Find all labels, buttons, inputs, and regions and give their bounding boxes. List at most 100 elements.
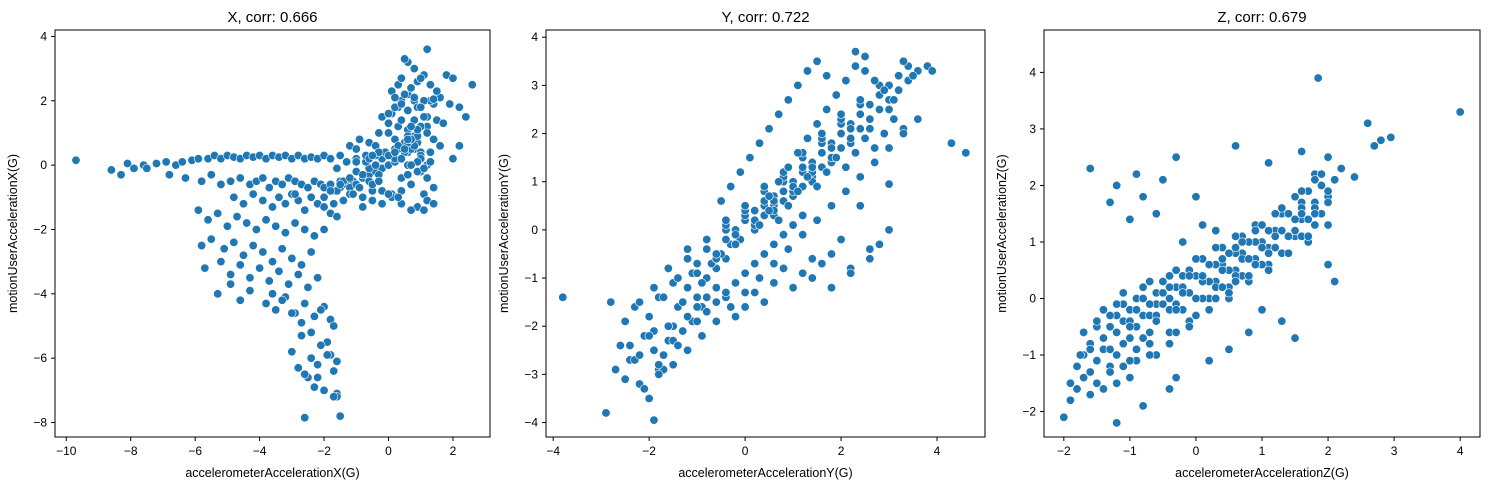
subplot-1: −10 −8 −6 −4 −2 0 2 −8 −6 −4 −2 0 2 4 X, corr: 0.666 ac… — [6, 9, 491, 480]
data-point — [261, 215, 271, 225]
data-point — [1303, 231, 1313, 241]
data-point — [1118, 288, 1128, 298]
data-point — [1085, 390, 1095, 400]
data-point — [335, 179, 345, 189]
data-point — [802, 133, 812, 143]
data-point — [759, 249, 769, 259]
data-point — [406, 160, 416, 170]
data-point — [764, 191, 774, 201]
y-tick-label: 0 — [1029, 292, 1036, 306]
data-point — [1178, 237, 1188, 247]
data-point — [1231, 243, 1241, 253]
data-point — [245, 286, 255, 296]
data-point — [358, 170, 368, 180]
data-point — [226, 176, 236, 186]
data-point — [1184, 322, 1194, 332]
y-tick-label: −2 — [1022, 405, 1036, 419]
data-point — [692, 259, 702, 269]
data-point — [296, 318, 306, 328]
data-point — [284, 279, 294, 289]
data-point — [293, 270, 303, 280]
y-tick-label: 3 — [1029, 122, 1036, 136]
data-point — [1231, 141, 1241, 151]
data-point — [306, 192, 316, 202]
data-point — [1191, 254, 1201, 264]
data-point — [1191, 294, 1201, 304]
data-point — [1138, 401, 1148, 411]
data-point — [1151, 209, 1161, 219]
data-point — [1191, 192, 1201, 202]
data-point — [319, 202, 329, 212]
data-point — [1145, 327, 1155, 337]
data-point — [396, 154, 406, 164]
data-point — [1244, 254, 1254, 264]
data-point — [870, 157, 880, 167]
data-point — [1290, 192, 1300, 202]
data-point — [1158, 299, 1168, 309]
data-point — [678, 297, 688, 307]
data-point — [422, 128, 432, 138]
data-point — [1283, 231, 1293, 241]
data-point — [683, 345, 693, 355]
data-point — [1112, 350, 1122, 360]
data-point — [711, 249, 721, 259]
data-point — [232, 212, 242, 222]
x-tick-label: −1 — [1123, 444, 1137, 458]
data-point — [946, 138, 956, 148]
data-point — [615, 340, 625, 350]
data-point — [1171, 373, 1181, 383]
data-point — [1264, 158, 1274, 168]
data-point — [342, 157, 352, 167]
data-point — [251, 224, 261, 234]
data-point — [1217, 265, 1227, 275]
data-point — [1092, 316, 1102, 326]
data-point — [702, 292, 712, 302]
data-point — [659, 350, 669, 360]
data-point — [798, 268, 808, 278]
data-point — [635, 297, 645, 307]
data-point — [1323, 220, 1333, 230]
data-point — [1277, 316, 1287, 326]
data-point — [1303, 214, 1313, 224]
data-point — [783, 95, 793, 105]
data-point — [807, 254, 817, 264]
data-point — [239, 199, 249, 209]
data-point — [850, 47, 860, 57]
data-point — [846, 268, 856, 278]
data-point — [692, 316, 702, 326]
data-point — [1138, 294, 1148, 304]
data-point — [1323, 152, 1333, 162]
data-point — [1257, 305, 1267, 315]
data-point — [300, 298, 310, 308]
data-point — [831, 90, 841, 100]
y-tick-label: 0 — [531, 223, 538, 237]
data-point — [846, 124, 856, 134]
data-point — [807, 273, 817, 283]
data-point — [826, 143, 836, 153]
data-point — [831, 153, 841, 163]
data-point — [721, 287, 731, 297]
chart-title: Y, corr: 0.722 — [721, 9, 809, 26]
data-point — [807, 162, 817, 172]
data-point — [300, 413, 310, 423]
data-point — [1204, 260, 1214, 270]
data-point — [855, 124, 865, 134]
data-point — [1250, 226, 1260, 236]
data-point — [759, 297, 769, 307]
data-point — [1316, 169, 1326, 179]
data-point — [817, 129, 827, 139]
data-point — [750, 206, 760, 216]
axes-frame — [54, 29, 491, 438]
data-point — [874, 239, 884, 249]
data-point — [1079, 373, 1089, 383]
data-point — [1211, 243, 1221, 253]
y-tick-label: 2 — [531, 127, 538, 141]
data-point — [197, 176, 207, 186]
data-point — [611, 365, 621, 375]
data-point — [300, 369, 310, 379]
axes-frame — [545, 29, 986, 438]
data-point — [793, 186, 803, 196]
data-point — [826, 201, 836, 211]
data-point — [200, 263, 210, 273]
data-point — [812, 56, 822, 66]
